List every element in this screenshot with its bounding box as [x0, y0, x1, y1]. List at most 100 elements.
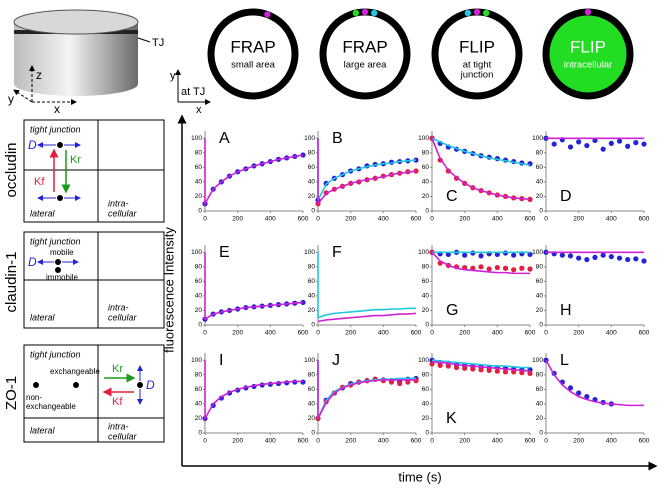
panel-label: B — [332, 130, 343, 147]
y-tick-label: 40 — [195, 401, 203, 408]
mini-axes: y at TJ x — [170, 69, 211, 116]
label: Kf — [34, 176, 45, 188]
circle-title: FLIP — [570, 37, 606, 56]
x-tick-label: 0 — [203, 438, 207, 445]
x-tick-label: 400 — [265, 438, 276, 445]
panel-label: A — [219, 130, 230, 147]
bleach-spot — [584, 8, 592, 16]
label: cellular — [108, 312, 138, 322]
data-point — [397, 380, 403, 387]
x-tick-label: 400 — [606, 438, 617, 445]
fit-line — [204, 360, 303, 422]
x-tick-label: 0 — [203, 216, 207, 223]
x-tick-label: 400 — [378, 438, 389, 445]
y-tick-label: 0 — [198, 208, 202, 215]
data-point — [494, 368, 500, 374]
fit-line — [317, 360, 416, 419]
y-tick-label: 40 — [422, 179, 430, 186]
circles: FRAP small area FRAP large area FLIP at tight… — [207, 8, 634, 100]
panel-label: E — [219, 244, 230, 261]
fit-line — [545, 359, 644, 407]
x-tick-label: 600 — [639, 330, 650, 337]
label: D — [146, 378, 155, 392]
y-tick-label: 0 — [425, 430, 429, 437]
x-tick-label: 200 — [345, 438, 356, 445]
label: D — [28, 255, 37, 269]
zo1-box: ZO-1 tight junction exchangeable non- ex… — [3, 344, 165, 443]
x-tick-label: 400 — [378, 330, 389, 337]
y-tick-label: 60 — [422, 278, 430, 285]
data-point — [462, 365, 468, 371]
x-tick-label: 400 — [492, 330, 503, 337]
label: lateral — [30, 208, 56, 218]
label: tight junction — [30, 349, 81, 359]
x-tick-label: 200 — [573, 330, 584, 337]
y-tick-label: 20 — [422, 193, 430, 200]
x-tick-label: 200 — [459, 438, 470, 445]
y-tick-label: 80 — [422, 150, 430, 157]
label: at TJ — [181, 86, 205, 98]
y-tick-label: 100 — [418, 357, 429, 364]
y-tick-label: 40 — [308, 401, 316, 408]
y-tick-label: 60 — [536, 386, 544, 393]
x-tick-label: 400 — [265, 330, 276, 337]
y-tick-label: 40 — [308, 293, 316, 300]
data-point — [559, 252, 565, 258]
data-point — [551, 141, 557, 147]
label: intra- — [108, 302, 129, 312]
bleach-spot — [473, 8, 481, 16]
x-tick-label: 200 — [459, 330, 470, 337]
panel: 0 20 40 60 80 100 0 200 400 600 K — [418, 353, 536, 445]
y-tick-label: 100 — [191, 249, 202, 256]
panel: 0 20 40 60 80 100 0 200 400 600 G — [418, 245, 536, 337]
y-tick-label: 40 — [536, 179, 544, 186]
data-point — [470, 366, 476, 372]
y-tick-label: 60 — [308, 278, 316, 285]
label: x — [54, 102, 60, 116]
data-point — [625, 143, 631, 149]
label: intra- — [108, 421, 129, 431]
y-tick-label: 20 — [422, 415, 430, 422]
y-tick-label: 80 — [422, 264, 430, 271]
y-tick-label: 100 — [304, 357, 315, 364]
y-tick-label: 80 — [536, 264, 544, 271]
y-tick-label: 60 — [195, 386, 203, 393]
label: D — [28, 138, 37, 152]
x-tick-label: 0 — [544, 438, 548, 445]
bleach-spot — [482, 9, 490, 17]
bleach-spot — [361, 8, 369, 16]
y-tick-label: 20 — [422, 307, 430, 314]
data-point — [494, 251, 500, 258]
x-tick-label: 200 — [232, 438, 243, 445]
x-tick-label: 600 — [525, 216, 536, 223]
data-point — [608, 140, 614, 146]
data-point — [641, 258, 647, 264]
protein-name: ZO-1 — [3, 376, 20, 410]
x-tick-label: 200 — [573, 216, 584, 223]
y-tick-label: 0 — [425, 322, 429, 329]
data-point — [600, 252, 606, 258]
x-tick-label: 400 — [606, 330, 617, 337]
circle-title: FRAP — [230, 37, 275, 56]
label: intra- — [108, 198, 129, 208]
y-tick-label: 100 — [191, 135, 202, 142]
y-tick-label: 40 — [195, 293, 203, 300]
data-point — [592, 254, 598, 260]
y-tick-label: 100 — [304, 249, 315, 256]
data-point — [641, 141, 647, 147]
data-point — [527, 370, 533, 376]
data-point — [478, 253, 484, 259]
ring — [207, 8, 299, 100]
panel-label: G — [446, 302, 458, 319]
fit-line — [431, 251, 530, 275]
y-tick-label: 0 — [539, 208, 543, 215]
protein-name: claudin-1 — [3, 252, 20, 313]
y-tick-label: 40 — [536, 293, 544, 300]
y-tick-label: 20 — [195, 193, 203, 200]
y-tick-label: 60 — [422, 386, 430, 393]
occludin-box: occludin tight junction D Kr Kf lateral … — [3, 119, 165, 223]
panel: 0 20 40 60 80 100 0 200 400 600 B — [304, 130, 422, 223]
data-point — [445, 363, 451, 369]
x-tick-label: 600 — [525, 438, 536, 445]
fit-line — [204, 138, 304, 207]
